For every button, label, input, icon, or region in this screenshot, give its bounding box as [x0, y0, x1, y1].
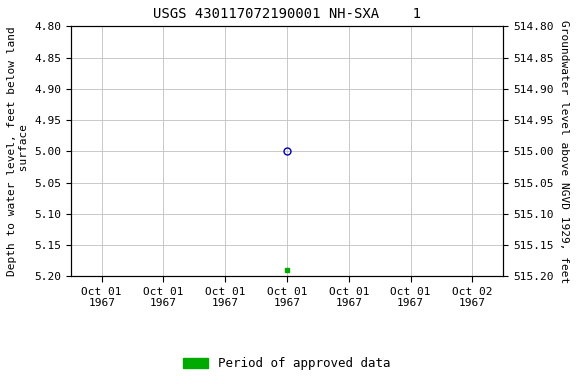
Title: USGS 430117072190001 NH-SXA    1: USGS 430117072190001 NH-SXA 1 — [153, 7, 421, 21]
Legend: Period of approved data: Period of approved data — [179, 352, 396, 375]
Y-axis label: Groundwater level above NGVD 1929, feet: Groundwater level above NGVD 1929, feet — [559, 20, 569, 283]
Y-axis label: Depth to water level, feet below land
 surface: Depth to water level, feet below land su… — [7, 26, 29, 276]
